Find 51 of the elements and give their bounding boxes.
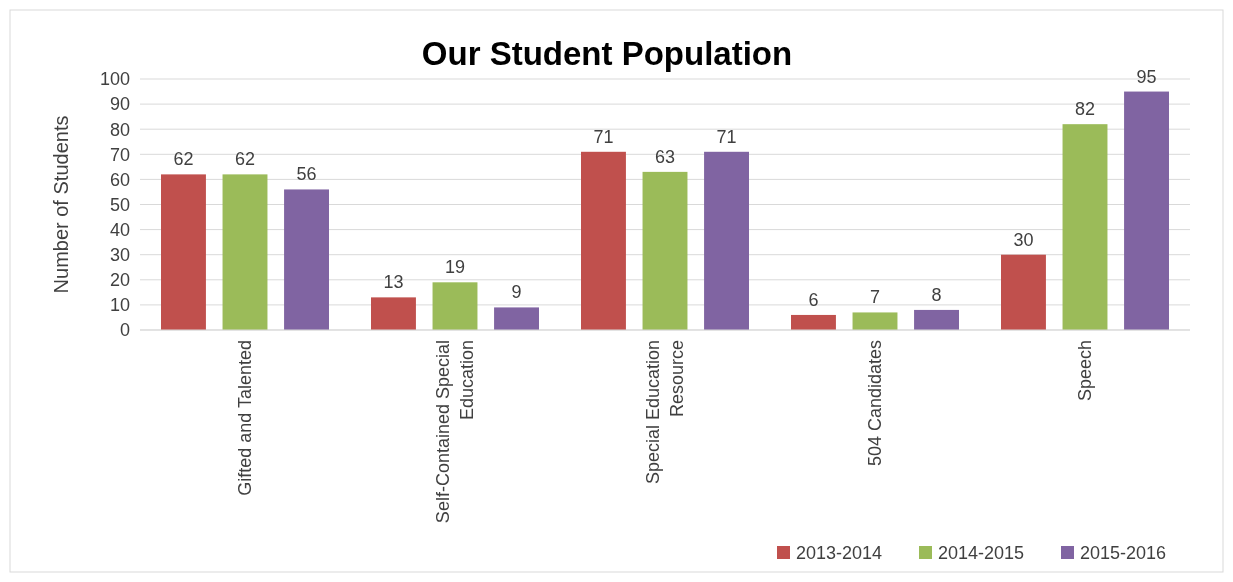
bar <box>1062 124 1108 330</box>
data-label: 63 <box>654 146 676 167</box>
y-tick-label: 100 <box>99 69 130 90</box>
data-label: 19 <box>444 257 466 278</box>
y-tick-label: 20 <box>109 270 130 291</box>
data-label: 6 <box>808 289 819 310</box>
data-label: 82 <box>1074 99 1096 120</box>
data-label: 71 <box>593 126 614 147</box>
bar <box>494 307 539 330</box>
data-label: 13 <box>383 272 404 293</box>
legend-label: 2015-2016 <box>1080 543 1167 564</box>
x-tick-label: Self-Contained Special Education <box>433 340 477 524</box>
x-tick-label: Special Education Resource <box>643 340 687 485</box>
bar <box>1124 91 1169 330</box>
y-axis-title: Number of Students <box>50 115 72 294</box>
data-label: 62 <box>173 149 194 170</box>
legend-label: 2013-2014 <box>796 543 883 564</box>
legend-label: 2014-2015 <box>938 543 1025 564</box>
bar <box>581 151 626 330</box>
data-label: 8 <box>931 284 942 305</box>
bar <box>852 312 898 330</box>
bar <box>704 151 749 330</box>
y-tick-label: 90 <box>109 94 130 115</box>
bar <box>284 189 329 330</box>
bar <box>914 309 959 330</box>
data-label: 95 <box>1136 66 1157 87</box>
x-tick-label: 504 Candidates <box>865 340 885 467</box>
bar <box>161 174 206 330</box>
data-label: 7 <box>869 287 881 308</box>
x-tick-label: Gifted and Talented <box>235 340 255 496</box>
bar <box>1001 254 1046 330</box>
y-tick-label: 50 <box>109 194 130 215</box>
bar <box>222 174 268 330</box>
data-label: 56 <box>296 164 317 185</box>
y-tick-label: 10 <box>109 295 130 316</box>
bar <box>791 314 836 330</box>
bar <box>371 297 416 330</box>
y-tick-label: 60 <box>109 169 130 190</box>
chart-title: Our Student Population <box>421 35 793 72</box>
bar <box>642 171 688 330</box>
y-tick-label: 0 <box>119 320 130 341</box>
data-label: 30 <box>1013 229 1034 250</box>
data-label: 9 <box>511 282 522 303</box>
data-label: 62 <box>234 149 256 170</box>
y-tick-label: 80 <box>109 119 130 140</box>
y-tick-label: 70 <box>109 144 130 165</box>
y-tick-label: 30 <box>109 245 130 265</box>
data-label: 71 <box>716 126 737 147</box>
x-tick-label: Speech <box>1075 340 1095 402</box>
y-tick-label: 40 <box>109 219 130 240</box>
bar <box>432 282 478 330</box>
